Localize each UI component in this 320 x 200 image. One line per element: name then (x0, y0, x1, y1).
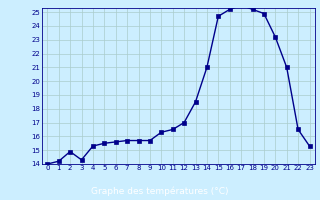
Text: Graphe des températures (°C): Graphe des températures (°C) (91, 186, 229, 196)
